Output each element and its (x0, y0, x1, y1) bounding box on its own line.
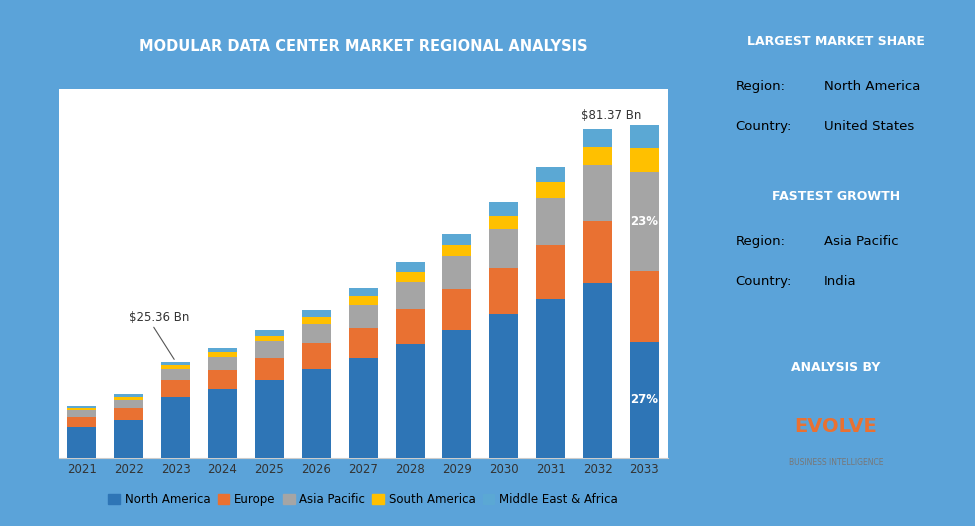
Bar (396, 272, 424, 282)
Text: LARGEST MARKET SHARE: LARGEST MARKET SHARE (747, 35, 925, 48)
Bar (630, 342, 659, 458)
Text: United States: United States (824, 120, 915, 133)
Bar (536, 183, 565, 198)
Bar (536, 198, 565, 245)
Text: Country:: Country: (736, 120, 792, 133)
Bar (254, 380, 284, 458)
Bar (67, 427, 97, 458)
Bar (114, 408, 143, 420)
Bar (208, 348, 237, 352)
Bar (630, 271, 659, 342)
Text: Country:: Country: (736, 276, 792, 288)
Text: EVOLVE: EVOLVE (795, 417, 878, 436)
Bar (536, 167, 565, 183)
Bar (161, 369, 190, 380)
Text: Region:: Region: (736, 235, 786, 248)
Bar (443, 330, 472, 458)
Bar (114, 400, 143, 408)
Bar (396, 262, 424, 272)
Bar (302, 369, 331, 458)
Bar (583, 147, 612, 165)
Bar (489, 315, 519, 458)
Bar (396, 282, 424, 309)
Bar (583, 283, 612, 458)
Text: $25.36 Bn: $25.36 Bn (129, 311, 189, 324)
Bar (630, 172, 659, 271)
Text: 23%: 23% (631, 215, 658, 228)
Bar (536, 245, 565, 299)
Bar (161, 397, 190, 458)
Bar (349, 305, 377, 328)
Bar (349, 328, 377, 358)
Bar (583, 221, 612, 283)
Bar (67, 408, 97, 410)
Bar (349, 297, 377, 305)
Bar (67, 407, 97, 408)
Bar (67, 410, 97, 417)
Bar (489, 216, 519, 229)
Bar (349, 358, 377, 458)
Bar (396, 309, 424, 344)
Legend: North America, Europe, Asia Pacific, South America, Middle East & Africa: North America, Europe, Asia Pacific, Sou… (103, 488, 623, 511)
Bar (536, 299, 565, 458)
Text: FASTEST GROWTH: FASTEST GROWTH (772, 190, 900, 203)
Bar (114, 394, 143, 397)
Bar (396, 344, 424, 458)
Bar (208, 352, 237, 357)
Text: ANALYSIS BY: ANALYSIS BY (792, 361, 880, 374)
Bar (630, 125, 659, 148)
Text: 27%: 27% (631, 393, 658, 406)
Bar (208, 389, 237, 458)
Text: BUSINESS INTELLIGENCE: BUSINESS INTELLIGENCE (789, 458, 883, 467)
Bar (114, 397, 143, 400)
Bar (443, 256, 472, 289)
Bar (443, 289, 472, 330)
Bar (208, 357, 237, 370)
Bar (630, 148, 659, 172)
Bar (489, 229, 519, 268)
Bar (161, 365, 190, 369)
Bar (254, 330, 284, 336)
Bar (443, 245, 472, 256)
Bar (161, 380, 190, 397)
Bar (489, 268, 519, 315)
Bar (302, 343, 331, 369)
Bar (161, 362, 190, 365)
Bar (583, 165, 612, 221)
Text: North America: North America (824, 80, 920, 93)
Text: Asia Pacific: Asia Pacific (824, 235, 899, 248)
Text: India: India (824, 276, 857, 288)
Bar (254, 358, 284, 380)
Text: $81.37 Bn: $81.37 Bn (581, 108, 642, 122)
Bar (489, 203, 519, 216)
Bar (443, 234, 472, 245)
Text: MODULAR DATA CENTER MARKET REGIONAL ANALYSIS: MODULAR DATA CENTER MARKET REGIONAL ANAL… (138, 38, 588, 54)
Bar (349, 288, 377, 297)
Bar (302, 324, 331, 343)
Bar (302, 317, 331, 324)
Text: Region:: Region: (736, 80, 786, 93)
Bar (254, 336, 284, 341)
Bar (254, 341, 284, 358)
Bar (114, 420, 143, 458)
Bar (302, 310, 331, 317)
Bar (208, 370, 237, 389)
Bar (67, 417, 97, 427)
Bar (583, 129, 612, 147)
